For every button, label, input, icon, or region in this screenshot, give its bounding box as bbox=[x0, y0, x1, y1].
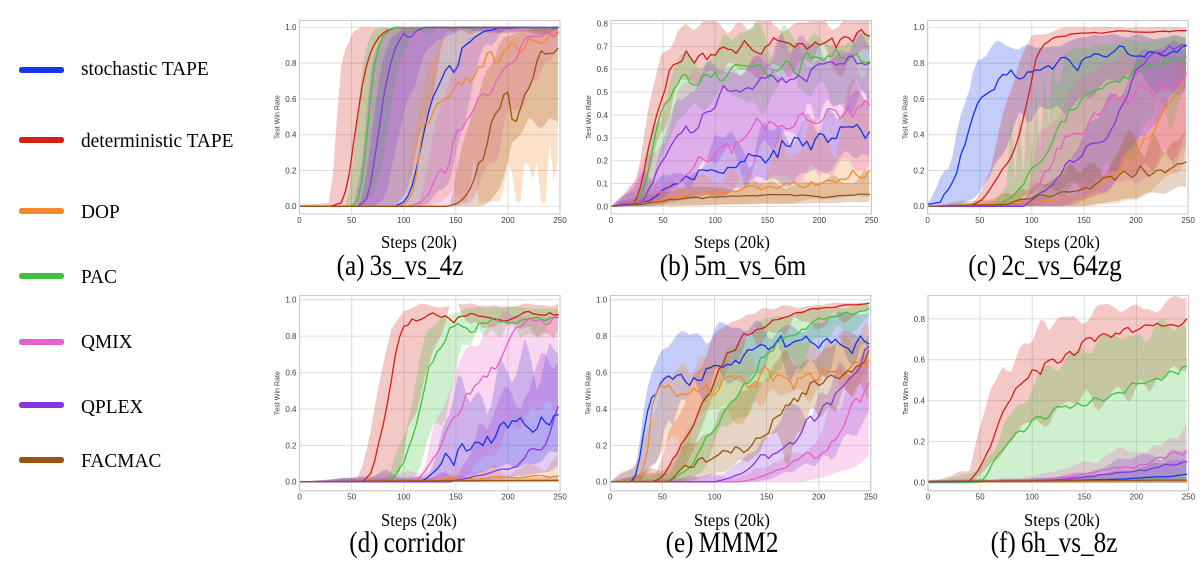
svg-text:250: 250 bbox=[864, 493, 878, 502]
svg-text:0: 0 bbox=[608, 493, 613, 502]
svg-text:50: 50 bbox=[975, 216, 984, 225]
svg-text:0.2: 0.2 bbox=[285, 166, 297, 175]
svg-text:0.6: 0.6 bbox=[913, 95, 925, 104]
svg-text:100: 100 bbox=[1025, 493, 1039, 502]
svg-text:0.0: 0.0 bbox=[913, 202, 925, 211]
svg-text:0.0: 0.0 bbox=[597, 202, 609, 211]
svg-text:0.6: 0.6 bbox=[285, 95, 297, 104]
svg-text:1.0: 1.0 bbox=[596, 296, 608, 305]
svg-text:Test Win Rate: Test Win Rate bbox=[274, 95, 282, 139]
svg-text:Test Win Rate: Test Win Rate bbox=[902, 371, 910, 415]
svg-text:0.0: 0.0 bbox=[285, 478, 297, 487]
svg-text:0.6: 0.6 bbox=[596, 369, 608, 378]
svg-text:250: 250 bbox=[1182, 493, 1196, 502]
svg-text:0.8: 0.8 bbox=[285, 59, 297, 68]
svg-text:150: 150 bbox=[449, 493, 463, 502]
svg-text:200: 200 bbox=[812, 493, 826, 502]
svg-text:0.8: 0.8 bbox=[914, 315, 926, 324]
svg-text:100: 100 bbox=[1025, 216, 1039, 225]
svg-text:100: 100 bbox=[397, 216, 411, 225]
svg-text:0.4: 0.4 bbox=[913, 131, 925, 140]
svg-text:0.4: 0.4 bbox=[597, 111, 609, 120]
svg-text:0.8: 0.8 bbox=[597, 20, 609, 29]
svg-text:1.0: 1.0 bbox=[285, 23, 297, 32]
svg-text:100: 100 bbox=[397, 493, 411, 502]
svg-text:0.5: 0.5 bbox=[597, 88, 609, 97]
svg-text:200: 200 bbox=[1129, 216, 1143, 225]
svg-text:Test Win Rate: Test Win Rate bbox=[274, 371, 282, 415]
svg-text:0: 0 bbox=[297, 216, 302, 225]
svg-text:0: 0 bbox=[609, 216, 614, 225]
svg-text:150: 150 bbox=[761, 216, 775, 225]
svg-text:1.0: 1.0 bbox=[285, 296, 297, 305]
svg-text:0: 0 bbox=[926, 493, 931, 502]
svg-text:0.6: 0.6 bbox=[914, 356, 926, 365]
svg-text:0.2: 0.2 bbox=[596, 441, 608, 450]
svg-text:0.6: 0.6 bbox=[285, 369, 297, 378]
svg-text:0.2: 0.2 bbox=[285, 441, 297, 450]
svg-text:250: 250 bbox=[865, 216, 879, 225]
svg-text:50: 50 bbox=[658, 493, 667, 502]
svg-text:Test Win Rate: Test Win Rate bbox=[902, 95, 910, 139]
svg-text:50: 50 bbox=[976, 493, 985, 502]
svg-text:50: 50 bbox=[347, 216, 356, 225]
svg-text:250: 250 bbox=[553, 493, 567, 502]
svg-text:0.6: 0.6 bbox=[597, 65, 609, 74]
svg-text:0.4: 0.4 bbox=[914, 397, 926, 406]
svg-text:Test Win Rate: Test Win Rate bbox=[585, 95, 593, 139]
svg-text:150: 150 bbox=[1077, 216, 1091, 225]
svg-text:200: 200 bbox=[813, 216, 827, 225]
svg-text:0.8: 0.8 bbox=[596, 332, 608, 341]
svg-text:0: 0 bbox=[297, 493, 302, 502]
svg-text:0.4: 0.4 bbox=[285, 131, 297, 140]
svg-text:250: 250 bbox=[1181, 216, 1195, 225]
svg-text:100: 100 bbox=[708, 216, 722, 225]
svg-text:200: 200 bbox=[501, 493, 515, 502]
svg-text:0.2: 0.2 bbox=[914, 438, 926, 447]
svg-text:150: 150 bbox=[760, 493, 774, 502]
svg-text:Test Win Rate: Test Win Rate bbox=[584, 371, 592, 415]
svg-text:150: 150 bbox=[1078, 493, 1092, 502]
svg-text:250: 250 bbox=[553, 216, 567, 225]
svg-text:1.0: 1.0 bbox=[913, 23, 925, 32]
svg-text:50: 50 bbox=[347, 493, 356, 502]
svg-text:0.4: 0.4 bbox=[596, 405, 608, 414]
svg-text:200: 200 bbox=[501, 216, 515, 225]
svg-text:0.1: 0.1 bbox=[597, 179, 609, 188]
svg-text:0.2: 0.2 bbox=[597, 157, 609, 166]
svg-text:0.8: 0.8 bbox=[285, 332, 297, 341]
svg-text:0.8: 0.8 bbox=[913, 59, 925, 68]
svg-text:0.0: 0.0 bbox=[596, 478, 608, 487]
svg-text:0.4: 0.4 bbox=[285, 405, 297, 414]
svg-text:0.3: 0.3 bbox=[597, 134, 609, 143]
svg-text:200: 200 bbox=[1130, 493, 1144, 502]
svg-text:0.2: 0.2 bbox=[913, 166, 925, 175]
svg-text:50: 50 bbox=[659, 216, 668, 225]
svg-text:0: 0 bbox=[925, 216, 930, 225]
svg-text:100: 100 bbox=[708, 493, 722, 502]
svg-text:0.7: 0.7 bbox=[597, 42, 609, 51]
svg-text:150: 150 bbox=[449, 216, 463, 225]
svg-text:0.0: 0.0 bbox=[285, 202, 297, 211]
svg-text:0.0: 0.0 bbox=[914, 478, 926, 487]
